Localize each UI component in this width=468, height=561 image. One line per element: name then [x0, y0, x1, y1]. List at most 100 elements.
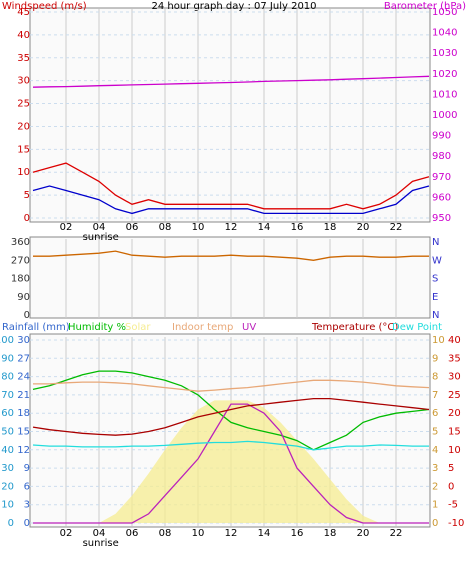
y-tick-label: 1010 — [432, 89, 457, 100]
y-tick-label: 950 — [432, 213, 451, 224]
y-tick-label: 12 — [17, 445, 30, 456]
y-tick-label: 30 — [17, 76, 30, 87]
y-tick-label: -10 — [448, 518, 464, 529]
x-tick-label: 20 — [357, 528, 370, 539]
y-tick-label: 27 — [17, 353, 30, 364]
y-tick-label: 0 — [448, 481, 454, 492]
y-tick-label: 270 — [11, 255, 30, 266]
y-tick-label: 0 — [24, 518, 30, 529]
legend-entry: Dew Point — [392, 322, 442, 333]
x-tick-label: 18 — [324, 222, 337, 233]
y-tick-label: 50 — [1, 427, 14, 438]
y-tick-label: 5 — [24, 190, 30, 201]
y-tick-label: 1050 — [432, 7, 457, 18]
x-tick-label: 12 — [225, 528, 238, 539]
x-tick-label: 10 — [192, 528, 205, 539]
y-tick-label: 20 — [448, 408, 461, 419]
y-tick-label: 20 — [17, 121, 30, 132]
y-tick-label: 30 — [17, 335, 30, 346]
y-tick-label: 6 — [432, 408, 438, 419]
y-tick-label: 5 — [448, 463, 454, 474]
x-tick-label: 20 — [357, 222, 370, 233]
y-tick-label: 6 — [24, 481, 30, 492]
y-tick-label: 0 — [8, 518, 14, 529]
y-tick-label: 990 — [432, 131, 451, 142]
y-tick-label: 2 — [432, 481, 438, 492]
y-tick-label: 1030 — [432, 48, 457, 59]
y-tick-label: 15 — [17, 427, 30, 438]
y-tick-label: 4 — [432, 445, 438, 456]
y-tick-label: 10 — [448, 445, 461, 456]
y-tick-label: 25 — [17, 99, 30, 110]
y-tick-label: 24 — [17, 372, 30, 383]
y-tick-label: 30 — [1, 463, 14, 474]
panel-frame — [29, 7, 431, 223]
panel-frame — [29, 236, 431, 319]
line — [32, 185, 430, 215]
y-tick-label: 0 — [24, 310, 30, 321]
x-tick-label: 14 — [258, 222, 271, 233]
y-tick-label: 7 — [432, 390, 438, 401]
y-tick-label: 45 — [17, 7, 30, 18]
y-tick-label: 9 — [432, 353, 438, 364]
x-tick-label: 14 — [258, 528, 271, 539]
y-tick-label: 960 — [432, 192, 451, 203]
y-tick-label: W — [432, 255, 442, 266]
x-tick-label: 08 — [159, 222, 172, 233]
y-tick-label: 5 — [432, 427, 438, 438]
y-tick-label: 21 — [17, 390, 30, 401]
x-tick-label: 08 — [159, 528, 172, 539]
y-tick-label: N — [432, 237, 439, 248]
chart-title: 24 hour graph day : 07 July 2010 — [151, 1, 316, 12]
x-tick-label: 02 — [60, 222, 73, 233]
x-tick-label: 10 — [192, 222, 205, 233]
axis-label: Windspeed (m/s) — [2, 1, 87, 12]
x-tick-label: 02 — [60, 528, 73, 539]
line — [32, 162, 430, 210]
line — [33, 403, 429, 524]
y-tick-label: 1 — [432, 500, 438, 511]
y-tick-label: 3 — [432, 463, 438, 474]
y-tick-label: 70 — [1, 390, 14, 401]
y-tick-label: 100 — [0, 335, 14, 346]
y-tick-label: S — [432, 274, 438, 285]
y-tick-label: 15 — [17, 144, 30, 155]
y-tick-label: 35 — [448, 353, 461, 364]
line — [32, 370, 430, 451]
y-tick-label: 15 — [448, 427, 461, 438]
legend-entry: Indoor temp — [172, 322, 233, 333]
y-tick-label: 30 — [448, 372, 461, 383]
y-tick-label: 0 — [432, 518, 438, 529]
y-tick-label: 0 — [24, 213, 30, 224]
x-tick-label: 16 — [291, 528, 304, 539]
x-tick-label: 12 — [225, 222, 238, 233]
area — [33, 400, 429, 523]
x-tick-label: 22 — [390, 528, 403, 539]
x-tick-label: 06 — [126, 528, 139, 539]
x-tick-label: 18 — [324, 528, 337, 539]
line — [32, 440, 429, 451]
line — [32, 397, 430, 436]
y-tick-label: 18 — [17, 408, 30, 419]
y-tick-label: 180 — [11, 274, 30, 285]
y-tick-label: 1020 — [432, 69, 457, 80]
y-tick-label: 10 — [17, 167, 30, 178]
legend-entry: Temperature (°C) — [311, 322, 398, 333]
y-tick-label: 1040 — [432, 28, 457, 39]
y-tick-label: 90 — [1, 353, 14, 364]
y-tick-label: -5 — [448, 500, 458, 511]
y-tick-label: 40 — [1, 445, 14, 456]
y-tick-label: 3 — [24, 500, 30, 511]
x-tick-label: 06 — [126, 222, 139, 233]
y-tick-label: E — [432, 292, 438, 303]
y-tick-label: 980 — [432, 151, 451, 162]
y-tick-label: N — [432, 310, 439, 321]
y-tick-label: 90 — [17, 292, 30, 303]
line — [32, 75, 430, 88]
y-tick-label: 60 — [1, 408, 14, 419]
y-tick-label: 35 — [17, 53, 30, 64]
y-tick-label: 20 — [1, 481, 14, 492]
y-tick-label: 80 — [1, 372, 14, 383]
line — [33, 250, 429, 261]
x-tick-label: 22 — [390, 222, 403, 233]
